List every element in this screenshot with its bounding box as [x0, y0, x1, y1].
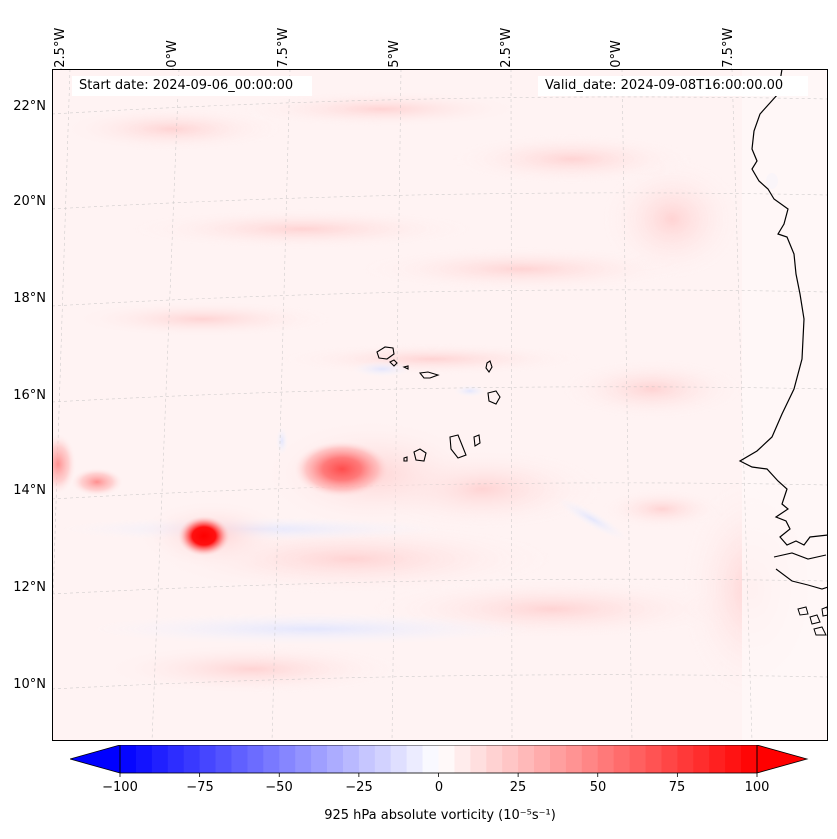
island-sal: [485, 360, 493, 373]
lat-label: 12°N: [13, 580, 46, 595]
colorbar-bin: [199, 745, 217, 773]
gambia-river: [773, 552, 827, 560]
colorbar-low-extend: [70, 745, 121, 774]
colorbar-high-extend: [756, 745, 809, 774]
colorbar-bin: [725, 745, 742, 773]
colorbar-tick-label: 75: [668, 780, 686, 795]
lat-label: 10°N: [13, 677, 46, 692]
colorbar-bin: [311, 745, 328, 773]
colorbar-bin: [661, 745, 678, 773]
colorbar-bin: [342, 745, 360, 773]
colorbar-label: 925 hPa absolute vorticity (10⁻⁵s⁻¹): [324, 808, 556, 823]
island-santiago: [449, 434, 467, 459]
island-santa-luzia: [402, 365, 409, 370]
colorbar-bin: [151, 745, 169, 773]
colorbar-bin: [534, 745, 551, 773]
colorbar-bin: [518, 745, 535, 773]
colorbar-tick-label: −25: [345, 780, 373, 795]
colorbar-bin: [183, 745, 201, 773]
colorbar-bin: [358, 745, 376, 773]
colorbar-bin: [438, 745, 455, 773]
start-date-label: Start date: 2024-09-06_00:00:00: [79, 78, 294, 93]
colorbar-bin: [231, 745, 248, 773]
colorbar-bin: [486, 745, 503, 773]
lat-label: 16°N: [13, 388, 46, 403]
colorbar-tick-label: −75: [186, 780, 214, 795]
annotation-right-bg: [538, 76, 808, 96]
map-frame: [52, 69, 828, 741]
colorbar-bin: [677, 745, 694, 773]
lat-label: 20°N: [13, 194, 46, 209]
vorticity-map: [52, 69, 828, 741]
island-maio: [473, 434, 481, 447]
colorbar-bin: [629, 745, 647, 773]
vortex-edge: [52, 434, 76, 494]
colorbar-tick-label: 25: [509, 780, 527, 795]
colorbar-bin: [406, 745, 424, 773]
vortex-minor: [71, 468, 123, 496]
lat-label: 14°N: [13, 483, 46, 498]
colorbar-bin: [327, 745, 344, 773]
colorbar-tick-label: 100: [744, 780, 770, 795]
colorbar-bin: [454, 745, 471, 773]
vortex-main: [178, 516, 230, 556]
colorbar: [70, 745, 809, 777]
colorbar-bin: [709, 745, 726, 773]
colorbar-bin: [693, 745, 710, 773]
cape-verde-islands: [376, 346, 501, 462]
island-sao-nicolau: [418, 371, 440, 379]
colorbar-bin: [470, 745, 487, 773]
colorbar-tick-label: 50: [589, 780, 607, 795]
colorbar-bin: [597, 745, 615, 773]
colorbar-bin: [390, 745, 408, 773]
island-boa-vista: [487, 390, 501, 405]
colorbar-bin: [565, 745, 583, 773]
lat-label: 22°N: [13, 99, 46, 114]
african-coastline: [738, 69, 828, 546]
colorbar-bin: [645, 745, 662, 773]
background-texture: [62, 91, 822, 699]
colorbar-tick-label: 0: [434, 780, 444, 795]
vorticity-maxima: [52, 419, 482, 570]
colorbar-bin: [741, 745, 758, 773]
colorbar-bins: [120, 745, 758, 773]
vortex-secondary: [294, 441, 390, 497]
island-santo-antao: [376, 346, 395, 360]
graticule: [52, 69, 828, 741]
colorbar-bin: [374, 745, 392, 773]
colorbar-bin: [295, 745, 312, 773]
lat-label: 18°N: [13, 291, 46, 306]
colorbar-bin: [247, 745, 264, 773]
colorbar-tick-label: −50: [265, 780, 293, 795]
colorbar-bin: [215, 745, 232, 773]
valid-date-label: Valid_date: 2024-09-08T16:00:00.00: [545, 78, 784, 93]
colorbar-tick-label: −100: [102, 780, 138, 795]
colorbar-bin: [120, 745, 137, 773]
colorbar-bin: [581, 745, 599, 773]
coastal-strip: [742, 69, 828, 741]
colorbar-bin: [613, 745, 631, 773]
colorbar-bin: [279, 745, 296, 773]
colorbar-bin: [135, 745, 153, 773]
colorbar-bin: [549, 745, 567, 773]
colorbar-bin: [422, 745, 439, 773]
colorbar-bin: [263, 745, 280, 773]
colorbar-bin: [167, 745, 185, 773]
annotation-left-bg: [72, 76, 312, 96]
bijagos-islands: [797, 606, 828, 636]
colorbar-bin: [502, 745, 519, 773]
colorbar-tick-marks: [119, 773, 758, 777]
island-brava: [403, 456, 408, 462]
island-fogo: [413, 448, 427, 462]
guinea-bissau-coast: [775, 568, 828, 590]
island-sao-vicente: [389, 359, 398, 367]
